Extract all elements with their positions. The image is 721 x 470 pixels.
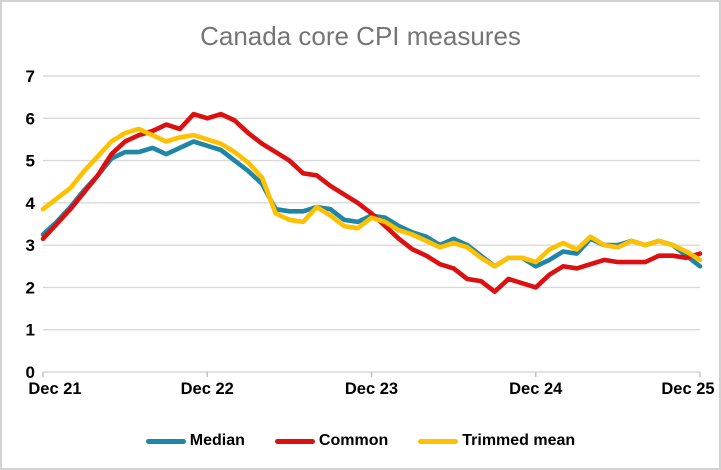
legend-item-common: Common bbox=[274, 432, 389, 450]
legend-swatch-median bbox=[145, 438, 186, 444]
legend-label-trimmed-mean: Trimmed mean bbox=[462, 432, 576, 449]
chart-title: Canada core CPI measures bbox=[200, 21, 521, 51]
y-tick-label: 6 bbox=[26, 109, 35, 128]
legend-item-trimmed-mean: Trimmed mean bbox=[418, 432, 575, 450]
y-tick-label: 2 bbox=[26, 278, 35, 297]
series-line-common bbox=[40, 111, 703, 294]
legend-label-common: Common bbox=[318, 432, 389, 449]
x-tick-label: Dec 24 bbox=[509, 380, 563, 398]
legend-label-median: Median bbox=[189, 432, 245, 449]
y-tick-label: 5 bbox=[26, 152, 35, 171]
legend-swatch-common bbox=[274, 438, 315, 444]
chart-legend: Median Common Trimmed mean bbox=[2, 432, 719, 450]
x-tick-label: Dec 23 bbox=[345, 380, 398, 398]
legend-item-median: Median bbox=[145, 432, 245, 450]
series-line-trimmed-mean bbox=[40, 126, 703, 269]
y-tick-label: 1 bbox=[26, 321, 35, 340]
x-tick-label: Dec 25 bbox=[661, 380, 714, 398]
x-tick-label: Dec 22 bbox=[181, 380, 234, 398]
y-tick-label: 4 bbox=[26, 194, 36, 213]
legend-swatch-trimmed-mean bbox=[418, 438, 459, 444]
y-tick-label: 0 bbox=[26, 363, 35, 382]
y-tick-label: 3 bbox=[26, 236, 35, 255]
y-tick-label: 7 bbox=[26, 67, 35, 86]
x-tick-label: Dec 21 bbox=[28, 380, 81, 398]
